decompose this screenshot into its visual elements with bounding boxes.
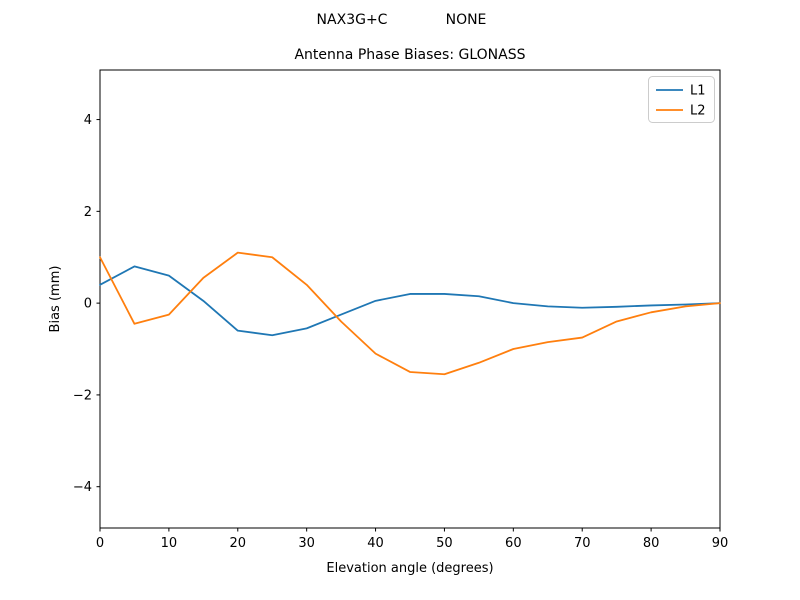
data-series-group [99,251,721,376]
x-axis-ticks: 0 10 20 30 40 50 60 70 80 90 [96,528,728,551]
y-tick-label: 2 [84,205,92,220]
plot-area [99,69,721,529]
legend-box [648,76,715,123]
legend-label-l1: L1 [690,84,706,99]
x-tick-label: 90 [712,536,729,551]
x-tick-label: 40 [367,536,384,551]
y-tick-label: −2 [73,388,92,403]
y-tick-label: −4 [73,480,92,495]
x-tick-label: 50 [436,536,453,551]
y-axis-label: Bias (mm) [48,266,63,333]
x-tick-label: 10 [161,536,178,551]
figure-title-left: NAX3G+C [317,12,388,28]
x-tick-label: 0 [96,536,104,551]
x-tick-label: 60 [505,536,522,551]
legend-label-l2: L2 [690,104,706,119]
series-line-l2 [99,251,721,376]
x-tick-label: 20 [230,536,247,551]
y-axis-ticks: −4 −2 0 2 4 [73,113,100,495]
x-tick-label: 70 [574,536,591,551]
y-tick-label: 0 [84,297,92,312]
chart-title: Antenna Phase Biases: GLONASS [294,47,525,63]
x-tick-label: 80 [643,536,660,551]
figure-title-right: NONE [446,12,487,28]
y-tick-label: 4 [84,113,92,128]
x-axis-label: Elevation angle (degrees) [326,561,493,576]
x-tick-label: 30 [298,536,315,551]
series-line-l1 [99,265,721,337]
legend: L1 L2 [648,76,715,123]
